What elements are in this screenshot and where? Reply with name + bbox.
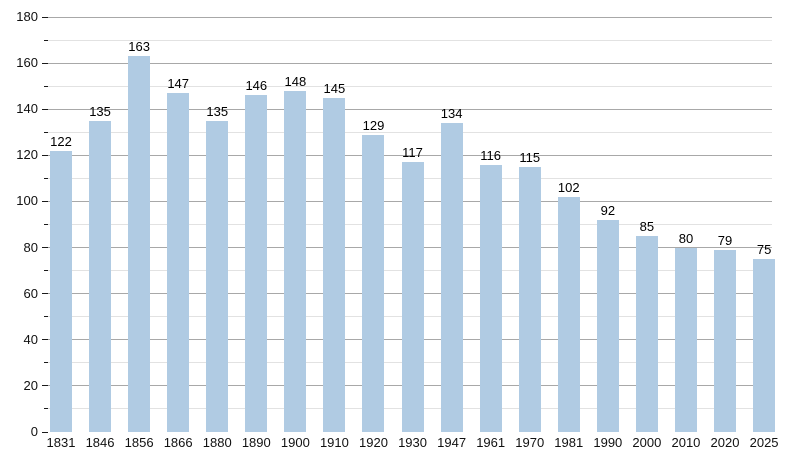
y-minor-tick <box>44 270 48 272</box>
y-minor-tick <box>44 177 48 179</box>
bar-1990 <box>596 219 619 432</box>
bar-1910 <box>323 97 346 432</box>
x-axis-label: 1920 <box>359 435 388 450</box>
bar-value-label: 80 <box>678 230 694 246</box>
bar-value-label: 85 <box>639 219 655 235</box>
y-major-tick <box>42 293 48 295</box>
bar-1856 <box>128 56 151 432</box>
bar-1930 <box>401 162 424 432</box>
y-major-tick <box>42 16 48 18</box>
bar-value-label: 135 <box>89 103 111 119</box>
x-axis-label: 1981 <box>554 435 584 450</box>
y-minor-tick <box>44 131 48 133</box>
y-major-tick <box>42 247 48 249</box>
bar-1961 <box>479 164 502 432</box>
bar-value-label: 117 <box>402 145 423 161</box>
y-tick-label: 40 <box>23 331 38 347</box>
bar-value-label: 146 <box>245 78 268 94</box>
y-tick-label: 140 <box>16 101 38 117</box>
x-axis-label: 1930 <box>398 435 427 450</box>
bar-value-label: 135 <box>206 103 229 119</box>
y-minor-tick <box>44 408 48 410</box>
bar-value-label: 75 <box>756 242 772 258</box>
bar-value-label: 116 <box>480 147 502 163</box>
bar-2025 <box>753 259 776 432</box>
y-major-tick <box>42 200 48 202</box>
x-axis-label: 1880 <box>202 435 232 450</box>
x-axis-label: 2000 <box>632 435 662 450</box>
x-axis-label: 1961 <box>476 435 506 450</box>
x-axis-label: 1866 <box>163 435 193 450</box>
y-tick-label: 180 <box>16 9 38 24</box>
x-axis-label: 1831 <box>46 435 76 450</box>
bar-value-label: 115 <box>519 149 541 165</box>
bar-value-label: 145 <box>323 80 346 96</box>
bar-value-label: 102 <box>557 179 580 195</box>
y-minor-tick <box>44 85 48 87</box>
bar-1890 <box>245 95 268 432</box>
x-axis-label: 1990 <box>593 435 623 450</box>
bar-1981 <box>557 196 580 432</box>
bar-value-label: 92 <box>600 202 616 218</box>
bar-value-label: 129 <box>362 117 385 133</box>
y-major-tick <box>42 339 48 341</box>
x-axis-label: 1856 <box>124 435 154 450</box>
bar-1880 <box>206 120 229 432</box>
x-axis-label: 1900 <box>280 435 310 450</box>
bar-1900 <box>284 90 307 432</box>
major-gridline <box>48 16 772 18</box>
bar-value-label: 79 <box>717 232 733 248</box>
x-axis-label: 1970 <box>515 435 545 450</box>
y-tick-label: 100 <box>16 193 38 209</box>
y-major-tick <box>42 431 48 433</box>
y-tick-label: 160 <box>16 55 38 71</box>
minor-gridline <box>48 131 772 133</box>
bar-value-label: 147 <box>167 76 190 92</box>
y-minor-tick <box>44 224 48 225</box>
x-axis-label: 2010 <box>671 435 701 450</box>
x-axis-label: 1846 <box>85 435 115 450</box>
y-tick-label: 20 <box>23 377 38 393</box>
x-axis-label: 2025 <box>749 435 779 450</box>
y-tick-label: 120 <box>16 147 38 163</box>
bar-value-label: 134 <box>440 106 463 122</box>
y-axis-line <box>47 17 49 433</box>
x-axis-line <box>47 431 773 433</box>
y-major-tick <box>42 108 48 110</box>
x-axis-label: 1910 <box>319 435 349 450</box>
y-major-tick <box>42 62 48 64</box>
y-tick-label: 60 <box>23 285 38 301</box>
bar-2000 <box>635 236 658 432</box>
minor-gridline <box>48 39 772 41</box>
y-minor-tick <box>44 39 48 41</box>
bar-2010 <box>674 247 697 432</box>
bar-value-label: 148 <box>284 73 307 89</box>
major-gridline <box>48 62 772 64</box>
bar-1920 <box>362 134 385 432</box>
bar-1947 <box>440 123 463 432</box>
y-minor-tick <box>44 316 48 318</box>
bar-2020 <box>714 249 737 432</box>
bar-1970 <box>518 166 541 432</box>
y-major-tick <box>42 385 48 387</box>
x-axis-label: 2020 <box>710 435 740 450</box>
bar-value-label: 163 <box>128 39 150 55</box>
y-tick-label: 0 <box>30 424 38 439</box>
y-major-tick <box>42 154 48 156</box>
major-gridline <box>48 154 772 156</box>
y-tick-label: 80 <box>23 239 38 255</box>
bar-1866 <box>167 93 190 432</box>
minor-gridline <box>48 85 772 87</box>
y-minor-tick <box>44 362 48 364</box>
x-axis-label: 1947 <box>437 435 467 450</box>
bar-1831 <box>50 150 72 432</box>
bar-value-label: 122 <box>50 133 72 149</box>
major-gridline <box>48 108 772 110</box>
x-axis-label: 1890 <box>241 435 271 450</box>
bar-1846 <box>89 120 112 432</box>
